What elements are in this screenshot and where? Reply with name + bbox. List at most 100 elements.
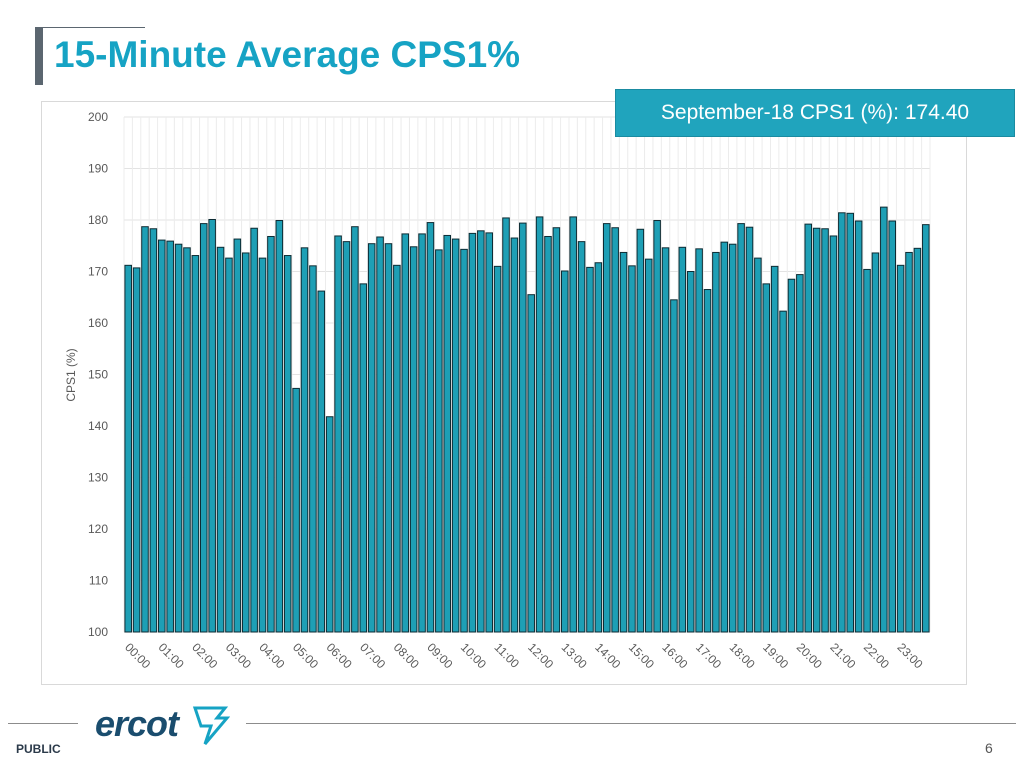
- bar: [191, 255, 200, 633]
- bar: [812, 227, 821, 633]
- bar: [141, 226, 149, 633]
- x-tick-label: 21:00: [827, 640, 858, 671]
- x-tick-labels: 00:00 01:00 02:00 03:00 04:00 05:00 06:00 07:00…: [122, 640, 926, 671]
- bar: [854, 220, 863, 633]
- bar: [334, 235, 342, 633]
- bar: [418, 233, 426, 633]
- bar: [871, 252, 880, 633]
- bar: [485, 232, 493, 633]
- bar: [258, 257, 267, 633]
- bar: [678, 246, 687, 633]
- bar: [393, 264, 401, 633]
- bar: [611, 227, 619, 633]
- bar: [728, 243, 737, 633]
- title-accent-bar: [35, 28, 43, 85]
- bar: [762, 283, 771, 633]
- ercot-logo: ercot: [95, 703, 230, 745]
- bar: [300, 247, 309, 633]
- x-tick-label: 00:00: [122, 640, 153, 671]
- bar: [317, 290, 326, 633]
- bar: [502, 217, 510, 633]
- slide-title: 15-Minute Average CPS1%: [54, 34, 521, 75]
- bar: [468, 232, 477, 633]
- bar: [216, 246, 225, 633]
- bar: [267, 235, 275, 633]
- bar: [913, 247, 922, 633]
- y-tick-label: 200: [88, 110, 108, 124]
- bar: [225, 257, 233, 633]
- bar: [787, 278, 796, 633]
- cps1-summary-callout: September-18 CPS1 (%): 174.40: [615, 89, 1015, 137]
- bar: [779, 310, 787, 633]
- bar: [443, 234, 452, 633]
- x-tick-label: 02:00: [189, 640, 220, 671]
- y-tick-labels: 100 110 120 130 140 150 160 170 180 190 200: [88, 110, 108, 639]
- bar: [653, 220, 661, 633]
- bar: [745, 226, 754, 633]
- bar: [174, 243, 183, 633]
- bar: [880, 206, 888, 633]
- bar: [342, 241, 351, 633]
- x-tick-label: 05:00: [290, 640, 321, 671]
- bar: [720, 241, 729, 633]
- bar: [325, 416, 334, 633]
- x-tick-label: 15:00: [626, 640, 657, 671]
- footer-rule-left: [8, 723, 78, 724]
- y-tick-label: 160: [88, 316, 108, 330]
- bar: [796, 274, 804, 633]
- x-tick-label: 07:00: [357, 640, 388, 671]
- bar: [435, 249, 443, 633]
- bar: [686, 271, 695, 633]
- bar: [451, 238, 460, 633]
- y-tick-label: 150: [88, 368, 108, 382]
- bar: [199, 223, 208, 633]
- footer-classification: PUBLIC: [16, 742, 61, 756]
- bar: [838, 212, 846, 633]
- bar: [250, 227, 258, 633]
- page-number: 6: [985, 740, 993, 756]
- x-tick-label: 11:00: [491, 640, 522, 671]
- bar: [519, 222, 527, 633]
- bar: [863, 268, 871, 633]
- x-tick-label: 12:00: [525, 640, 556, 671]
- x-tick-label: 22:00: [861, 640, 892, 671]
- bar: [359, 283, 368, 633]
- bar: [644, 258, 653, 633]
- bar: [376, 236, 384, 633]
- bar: [527, 294, 535, 633]
- bar: [124, 264, 132, 633]
- bar: [922, 224, 930, 633]
- bar: [544, 235, 552, 633]
- y-tick-label: 140: [88, 419, 108, 433]
- bar: [695, 248, 703, 633]
- x-tick-label: 09:00: [424, 640, 455, 671]
- chart-frame: 100 110 120 130 140 150 160 170 180 190 200 00:00 0…: [41, 101, 967, 685]
- y-tick-label: 190: [88, 162, 108, 176]
- y-tick-label: 110: [89, 574, 108, 588]
- x-tick-label: 04:00: [256, 640, 287, 671]
- x-tick-label: 08:00: [391, 640, 422, 671]
- bar: [460, 248, 468, 633]
- bar: [510, 237, 519, 633]
- x-tick-label: 16:00: [659, 640, 690, 671]
- y-tick-label: 180: [88, 213, 108, 227]
- bar: [409, 246, 418, 633]
- bar: [477, 230, 485, 633]
- x-tick-label: 03:00: [223, 640, 254, 671]
- bar: [309, 265, 317, 633]
- bar: [275, 220, 284, 633]
- bar: [493, 265, 502, 633]
- y-tick-label: 100: [88, 625, 108, 639]
- bar: [183, 247, 191, 633]
- bar: [535, 216, 544, 633]
- y-tick-label: 170: [88, 265, 108, 279]
- bar: [770, 265, 779, 633]
- bar: [586, 266, 594, 633]
- bar: [905, 251, 913, 633]
- x-tick-label: 14:00: [592, 640, 623, 671]
- bar: [594, 262, 603, 633]
- bar: [670, 299, 678, 633]
- y-axis-label: CPS1 (%): [64, 348, 78, 401]
- bar: [628, 265, 636, 633]
